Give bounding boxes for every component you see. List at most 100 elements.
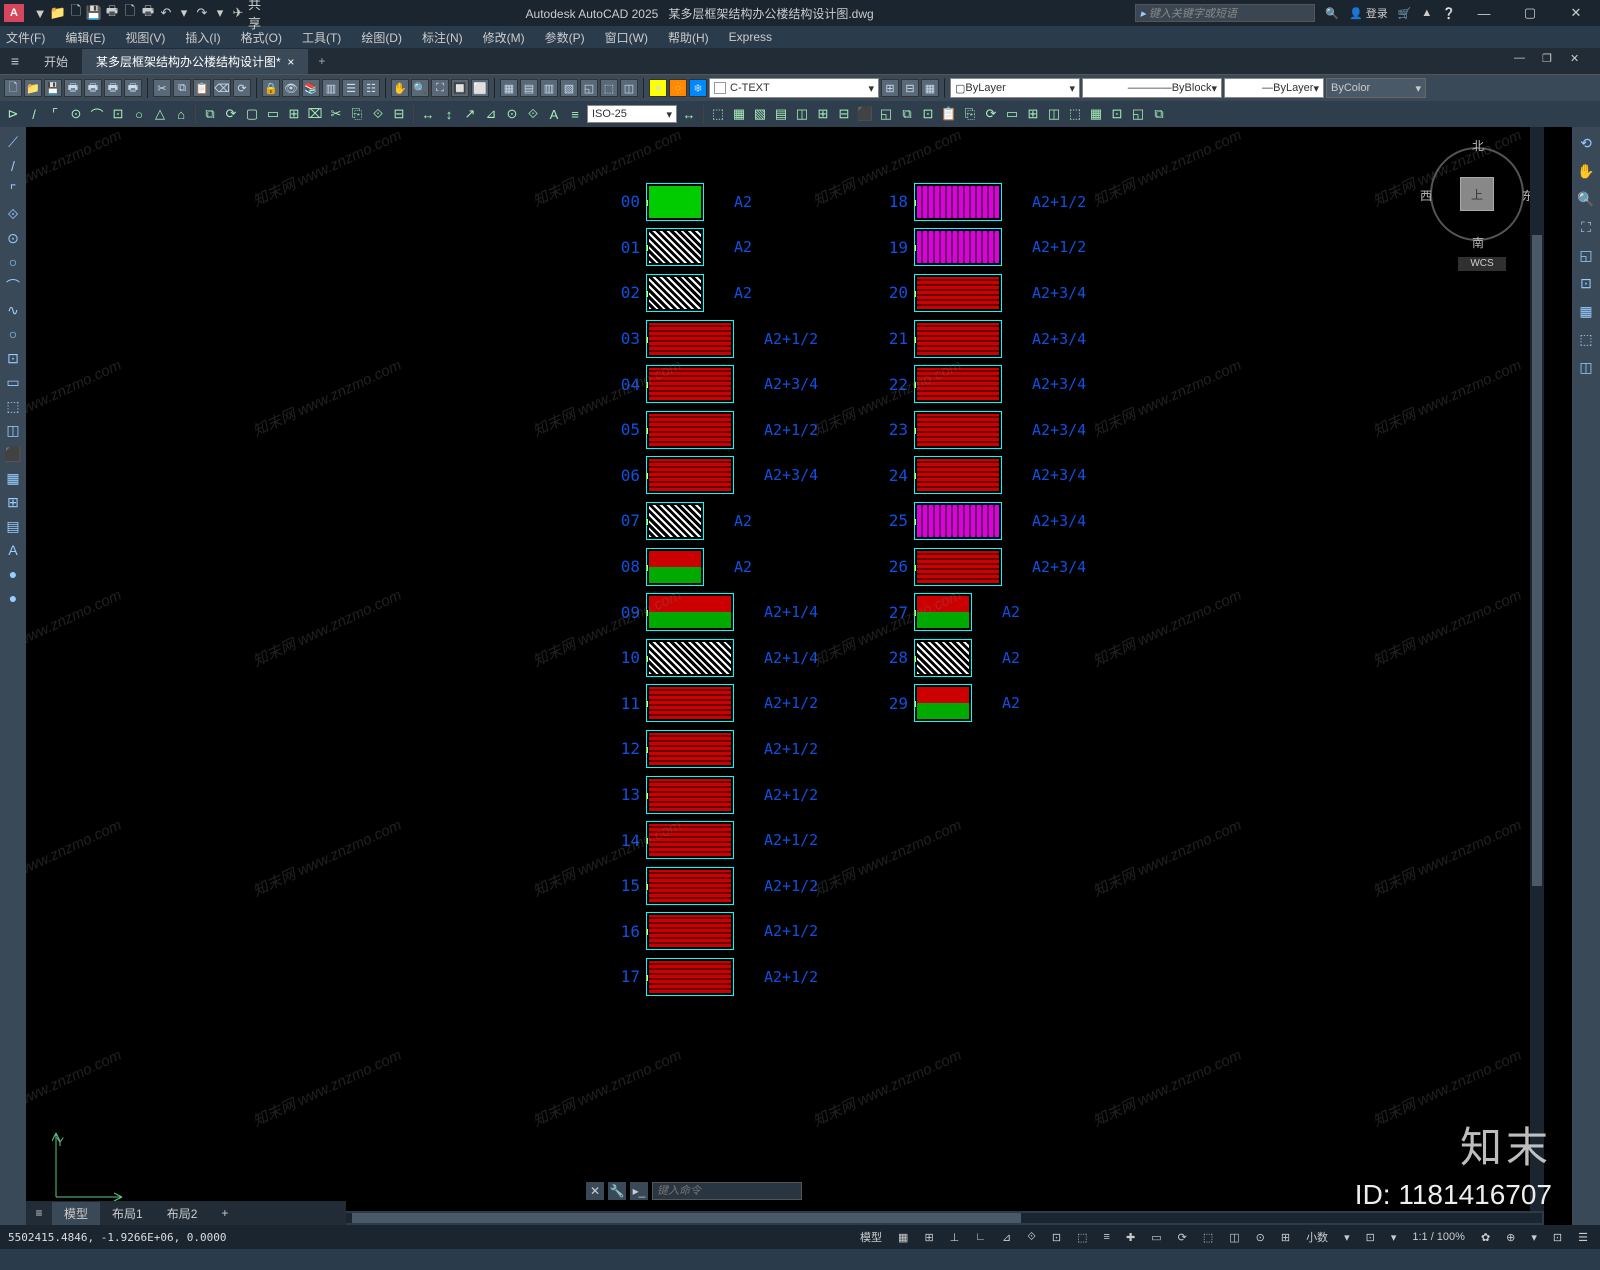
status-item[interactable]: ◫ <box>1225 1229 1243 1246</box>
tool-icon[interactable]: ⊡ <box>1108 105 1126 123</box>
sheet-thumb[interactable] <box>914 228 1002 266</box>
qat-icon[interactable]: ▼ <box>32 5 48 21</box>
nav-tool[interactable]: ▦ <box>1576 301 1596 321</box>
sheet-thumb[interactable] <box>914 183 1002 221</box>
help-icon[interactable]: ❔ <box>1442 7 1456 20</box>
tool-icon[interactable]: ⎘ <box>348 105 366 123</box>
nav-tool[interactable]: ⟲ <box>1576 133 1596 153</box>
tool-icon[interactable]: ✋ <box>391 79 409 97</box>
tool-icon[interactable]: ⟐ <box>524 105 542 123</box>
status-item[interactable]: ⊙ <box>1252 1229 1269 1246</box>
tool-icon[interactable]: ⛶ <box>431 79 449 97</box>
tool-icon[interactable]: ⬜ <box>471 79 489 97</box>
tool-icon[interactable]: ▥ <box>322 79 340 97</box>
tool-icon[interactable]: ◱ <box>877 105 895 123</box>
tool-icon[interactable]: ⧉ <box>173 79 191 97</box>
vertical-scrollbar[interactable] <box>1530 127 1544 1211</box>
tool-icon[interactable]: ⎘ <box>961 105 979 123</box>
qat-icon[interactable]: 🗋 <box>68 5 84 21</box>
tool-icon[interactable]: 📁 <box>24 79 42 97</box>
status-item[interactable]: ☰ <box>1574 1229 1592 1246</box>
viewcube[interactable]: 上 北 南 西 东 <box>1422 139 1532 249</box>
qat-icon[interactable]: ↶ <box>158 5 174 21</box>
nav-tool[interactable]: ✋ <box>1576 161 1596 181</box>
sheet-thumb[interactable] <box>646 867 734 905</box>
tool-icon[interactable]: ▭ <box>264 105 282 123</box>
tool-icon[interactable]: ○ <box>130 105 148 123</box>
tool-icon[interactable]: ≡ <box>566 105 584 123</box>
sheet-thumb[interactable] <box>646 776 734 814</box>
menu-item[interactable]: 编辑(E) <box>65 29 105 46</box>
tool-icon[interactable]: 💾 <box>44 79 62 97</box>
tool-icon[interactable]: ⊞ <box>1024 105 1042 123</box>
tool-icon[interactable]: ▦ <box>1087 105 1105 123</box>
draw-tool[interactable]: ● <box>4 565 22 583</box>
minimize-button[interactable]: — <box>1466 1 1502 25</box>
tool-icon[interactable]: ▧ <box>751 105 769 123</box>
draw-tool[interactable]: ▤ <box>4 517 22 535</box>
sheet-thumb[interactable] <box>646 502 704 540</box>
tool-icon[interactable]: A <box>545 105 563 123</box>
draw-tool[interactable]: ● <box>4 589 22 607</box>
status-item[interactable]: ⊡ <box>1549 1229 1566 1246</box>
status-item[interactable]: ⊿ <box>998 1229 1015 1246</box>
status-item[interactable]: ▾ <box>1340 1229 1354 1246</box>
sheet-thumb[interactable] <box>646 228 704 266</box>
tool-icon[interactable]: ◫ <box>1045 105 1063 123</box>
tool-icon[interactable]: ↔ <box>419 105 437 123</box>
sheet-thumb[interactable] <box>646 821 734 859</box>
draw-tool[interactable]: ⬚ <box>4 397 22 415</box>
status-item[interactable]: ⬚ <box>1073 1229 1091 1246</box>
qat-icon[interactable]: 🗋 <box>122 5 138 21</box>
menu-item[interactable]: 修改(M) <box>483 29 525 46</box>
tool-icon[interactable]: ⊡ <box>109 105 127 123</box>
new-tab-button[interactable]: + <box>308 50 335 72</box>
nav-tool[interactable]: ⊡ <box>1576 273 1596 293</box>
status-item[interactable]: ▭ <box>1147 1229 1165 1246</box>
cmd-config-icon[interactable]: 🔧 <box>608 1182 626 1200</box>
nav-tool[interactable]: ◱ <box>1576 245 1596 265</box>
layout1-tab[interactable]: 布局1 <box>100 1202 155 1225</box>
apps-icon[interactable]: ▲ <box>1421 7 1432 19</box>
status-item[interactable]: ▦ <box>894 1229 912 1246</box>
tool-icon[interactable]: 🔲 <box>451 79 469 97</box>
mtabs-menu-icon[interactable]: ≡ <box>26 1206 52 1220</box>
sheet-thumb[interactable] <box>646 365 734 403</box>
tool-icon[interactable]: 👁 <box>282 79 300 97</box>
search-input[interactable]: ▸ 键入关键字或短语 <box>1135 4 1315 22</box>
cart-icon[interactable]: 🛒 <box>1398 7 1412 20</box>
tool-icon[interactable]: ▥ <box>540 79 558 97</box>
status-item[interactable]: 模型 <box>856 1227 886 1247</box>
status-item[interactable]: ⊞ <box>1277 1229 1294 1246</box>
add-layout-button[interactable]: + <box>209 1203 240 1223</box>
draw-tool[interactable]: ∿ <box>4 301 22 319</box>
tool-icon[interactable]: 🖶 <box>104 79 122 97</box>
tool-icon[interactable]: ⊳ <box>4 105 22 123</box>
qat-icon[interactable]: 📁 <box>50 5 66 21</box>
tool-icon[interactable]: ⬚ <box>709 105 727 123</box>
tool-icon[interactable]: 📚 <box>302 79 320 97</box>
draw-tool[interactable]: ⬛ <box>4 445 22 463</box>
draw-tool[interactable]: ▭ <box>4 373 22 391</box>
doc-close[interactable]: ✕ <box>1570 52 1594 70</box>
menu-item[interactable]: 文件(F) <box>6 29 45 46</box>
tool-icon[interactable]: ⟳ <box>233 79 251 97</box>
status-item[interactable]: ⊕ <box>1502 1229 1519 1246</box>
tool-icon[interactable]: ▧ <box>560 79 578 97</box>
qat-icon[interactable]: ▾ <box>176 5 192 21</box>
tool-icon[interactable]: ⊞ <box>285 105 303 123</box>
status-item[interactable]: ⟐ <box>1023 1229 1040 1246</box>
tool-icon[interactable]: ☷ <box>362 79 380 97</box>
doc-minimize[interactable]: — <box>1514 52 1538 70</box>
sheet-thumb[interactable] <box>646 684 734 722</box>
sheet-thumb[interactable] <box>914 456 1002 494</box>
tool-icon[interactable]: ⊡ <box>919 105 937 123</box>
nav-tool[interactable]: ◫ <box>1576 357 1596 377</box>
tool-icon[interactable]: ✂ <box>153 79 171 97</box>
sheet-thumb[interactable] <box>914 639 972 677</box>
layout2-tab[interactable]: 布局2 <box>155 1202 210 1225</box>
status-item[interactable]: ⊡ <box>1048 1229 1065 1246</box>
color-dropdown[interactable]: ByColor▾ <box>1326 78 1426 98</box>
qat-icon[interactable]: 共享 <box>248 5 264 21</box>
tool-icon[interactable]: ◫ <box>620 79 638 97</box>
